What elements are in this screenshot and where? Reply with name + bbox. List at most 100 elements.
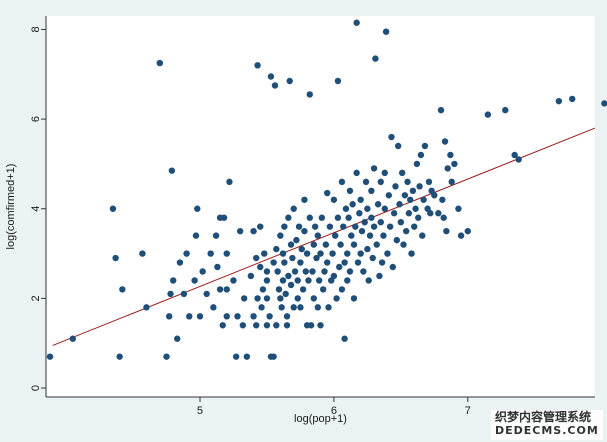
data-point xyxy=(400,241,407,248)
data-point xyxy=(345,214,352,221)
data-point xyxy=(287,241,295,248)
data-point xyxy=(393,236,401,244)
data-point xyxy=(374,201,382,208)
data-point xyxy=(281,223,288,230)
y-tick-label: 2 xyxy=(30,295,42,301)
data-point xyxy=(444,165,451,172)
data-point xyxy=(404,178,411,186)
data-point xyxy=(143,304,150,311)
data-point xyxy=(398,169,406,177)
data-point xyxy=(216,286,224,293)
data-point xyxy=(306,214,313,221)
data-point xyxy=(402,227,410,235)
y-tick-label: 0 xyxy=(30,385,42,391)
data-point xyxy=(330,196,338,203)
data-point xyxy=(305,277,312,284)
data-point xyxy=(447,151,454,159)
data-point xyxy=(411,223,418,230)
data-point xyxy=(401,192,409,199)
data-point xyxy=(370,223,378,230)
data-point xyxy=(340,223,347,230)
data-point xyxy=(311,223,319,230)
data-point xyxy=(440,214,447,221)
data-point xyxy=(250,313,257,320)
data-point xyxy=(289,254,296,262)
x-tick-label: 6 xyxy=(331,405,337,417)
data-point xyxy=(270,259,277,266)
data-point xyxy=(263,268,271,275)
data-point xyxy=(302,268,309,275)
data-point xyxy=(223,286,230,293)
data-point xyxy=(396,201,403,208)
watermark: 织梦内容管理系统 DEDECMS.COM xyxy=(491,410,603,440)
fit-line-layer xyxy=(52,127,596,346)
y-tick-label: 4 xyxy=(30,206,42,212)
data-point xyxy=(294,295,301,302)
data-point xyxy=(186,313,193,320)
data-point xyxy=(315,277,323,284)
data-point xyxy=(338,178,346,186)
data-point xyxy=(277,232,284,239)
data-point xyxy=(344,277,351,284)
data-point xyxy=(176,259,184,266)
data-point xyxy=(257,223,264,230)
data-point xyxy=(409,187,417,195)
data-point xyxy=(286,77,293,85)
data-point xyxy=(295,223,303,230)
data-point xyxy=(192,232,200,239)
data-point xyxy=(290,304,297,311)
data-point xyxy=(174,335,181,342)
data-point xyxy=(388,133,395,141)
data-point xyxy=(259,286,267,293)
data-point xyxy=(156,59,164,67)
data-point xyxy=(376,272,383,280)
data-point xyxy=(392,183,399,190)
data-point xyxy=(368,214,375,221)
data-point xyxy=(236,227,244,235)
data-point xyxy=(285,214,292,221)
data-point xyxy=(168,167,176,174)
data-point xyxy=(230,277,237,284)
data-point xyxy=(297,259,304,266)
data-point xyxy=(283,313,291,320)
data-point xyxy=(223,313,230,320)
data-point xyxy=(170,277,177,284)
data-point xyxy=(253,322,260,329)
data-point xyxy=(330,272,338,280)
data-point xyxy=(349,201,356,208)
data-point xyxy=(364,205,371,212)
data-point xyxy=(220,214,228,221)
data-point xyxy=(435,210,442,217)
data-point xyxy=(263,322,271,329)
data-point xyxy=(257,263,264,271)
data-point xyxy=(139,250,146,257)
data-point xyxy=(194,205,201,212)
data-point xyxy=(167,290,174,298)
data-point xyxy=(601,100,607,107)
data-point xyxy=(287,281,295,289)
data-point xyxy=(368,187,375,195)
watermark-line-2: DEDECMS.COM xyxy=(495,424,599,437)
data-point xyxy=(515,156,522,163)
data-point xyxy=(484,111,492,118)
data-point xyxy=(370,165,378,172)
data-point xyxy=(384,250,391,257)
data-point xyxy=(274,268,281,275)
data-point xyxy=(253,254,260,262)
data-point xyxy=(344,250,351,257)
watermark-line-1: 织梦内容管理系统 xyxy=(495,410,592,424)
data-point xyxy=(407,196,414,203)
data-point xyxy=(258,304,265,311)
data-point xyxy=(381,205,388,212)
data-point xyxy=(310,295,318,302)
data-point xyxy=(285,272,292,280)
data-point xyxy=(439,196,446,203)
data-point xyxy=(199,268,206,275)
data-point xyxy=(334,214,342,221)
data-point xyxy=(341,259,348,266)
data-point xyxy=(425,178,433,186)
data-point xyxy=(322,241,330,248)
data-point xyxy=(342,205,350,212)
data-point xyxy=(291,268,299,275)
data-point xyxy=(372,55,379,62)
